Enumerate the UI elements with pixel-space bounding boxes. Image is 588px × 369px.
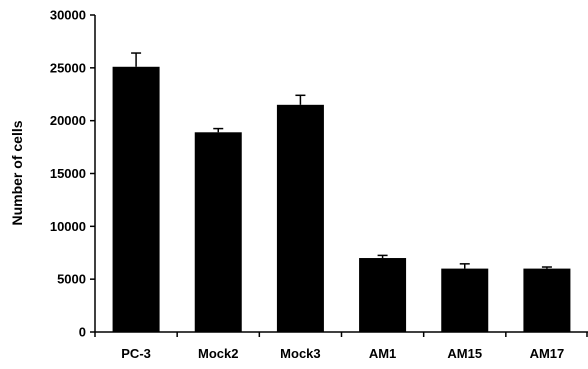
bar-mock3 (276, 104, 324, 332)
bar-am17 (523, 268, 571, 332)
x-tick-label-mock2: Mock2 (198, 346, 238, 361)
y-tick-label: 10000 (50, 219, 86, 234)
bar-am15 (441, 268, 489, 332)
x-axis: PC-3 Mock2 Mock3 AM1 AM15 AM17 (94, 331, 588, 361)
y-axis: 0 5000 10000 15000 20000 25000 30000 (50, 8, 96, 340)
y-tick-label: 5000 (57, 272, 86, 287)
bars-group (112, 66, 571, 332)
y-tick-label: 20000 (50, 113, 86, 128)
y-tick-label: 15000 (50, 166, 86, 181)
x-tick-label-pc-3: PC-3 (121, 346, 151, 361)
x-tick-label-mock3: Mock3 (280, 346, 320, 361)
x-tick-label-am17: AM17 (530, 346, 565, 361)
y-tick-label: 0 (79, 325, 86, 340)
y-tick-label: 25000 (50, 60, 86, 75)
x-tick-label-am15: AM15 (447, 346, 482, 361)
y-axis-title: Number of cells (9, 120, 25, 225)
bar-mock2 (194, 132, 242, 332)
bar-pc-3 (112, 66, 160, 332)
x-tick-label-am1: AM1 (369, 346, 396, 361)
error-bars-group (131, 52, 552, 269)
y-tick-label: 30000 (50, 8, 86, 23)
bar-am1 (359, 258, 407, 332)
